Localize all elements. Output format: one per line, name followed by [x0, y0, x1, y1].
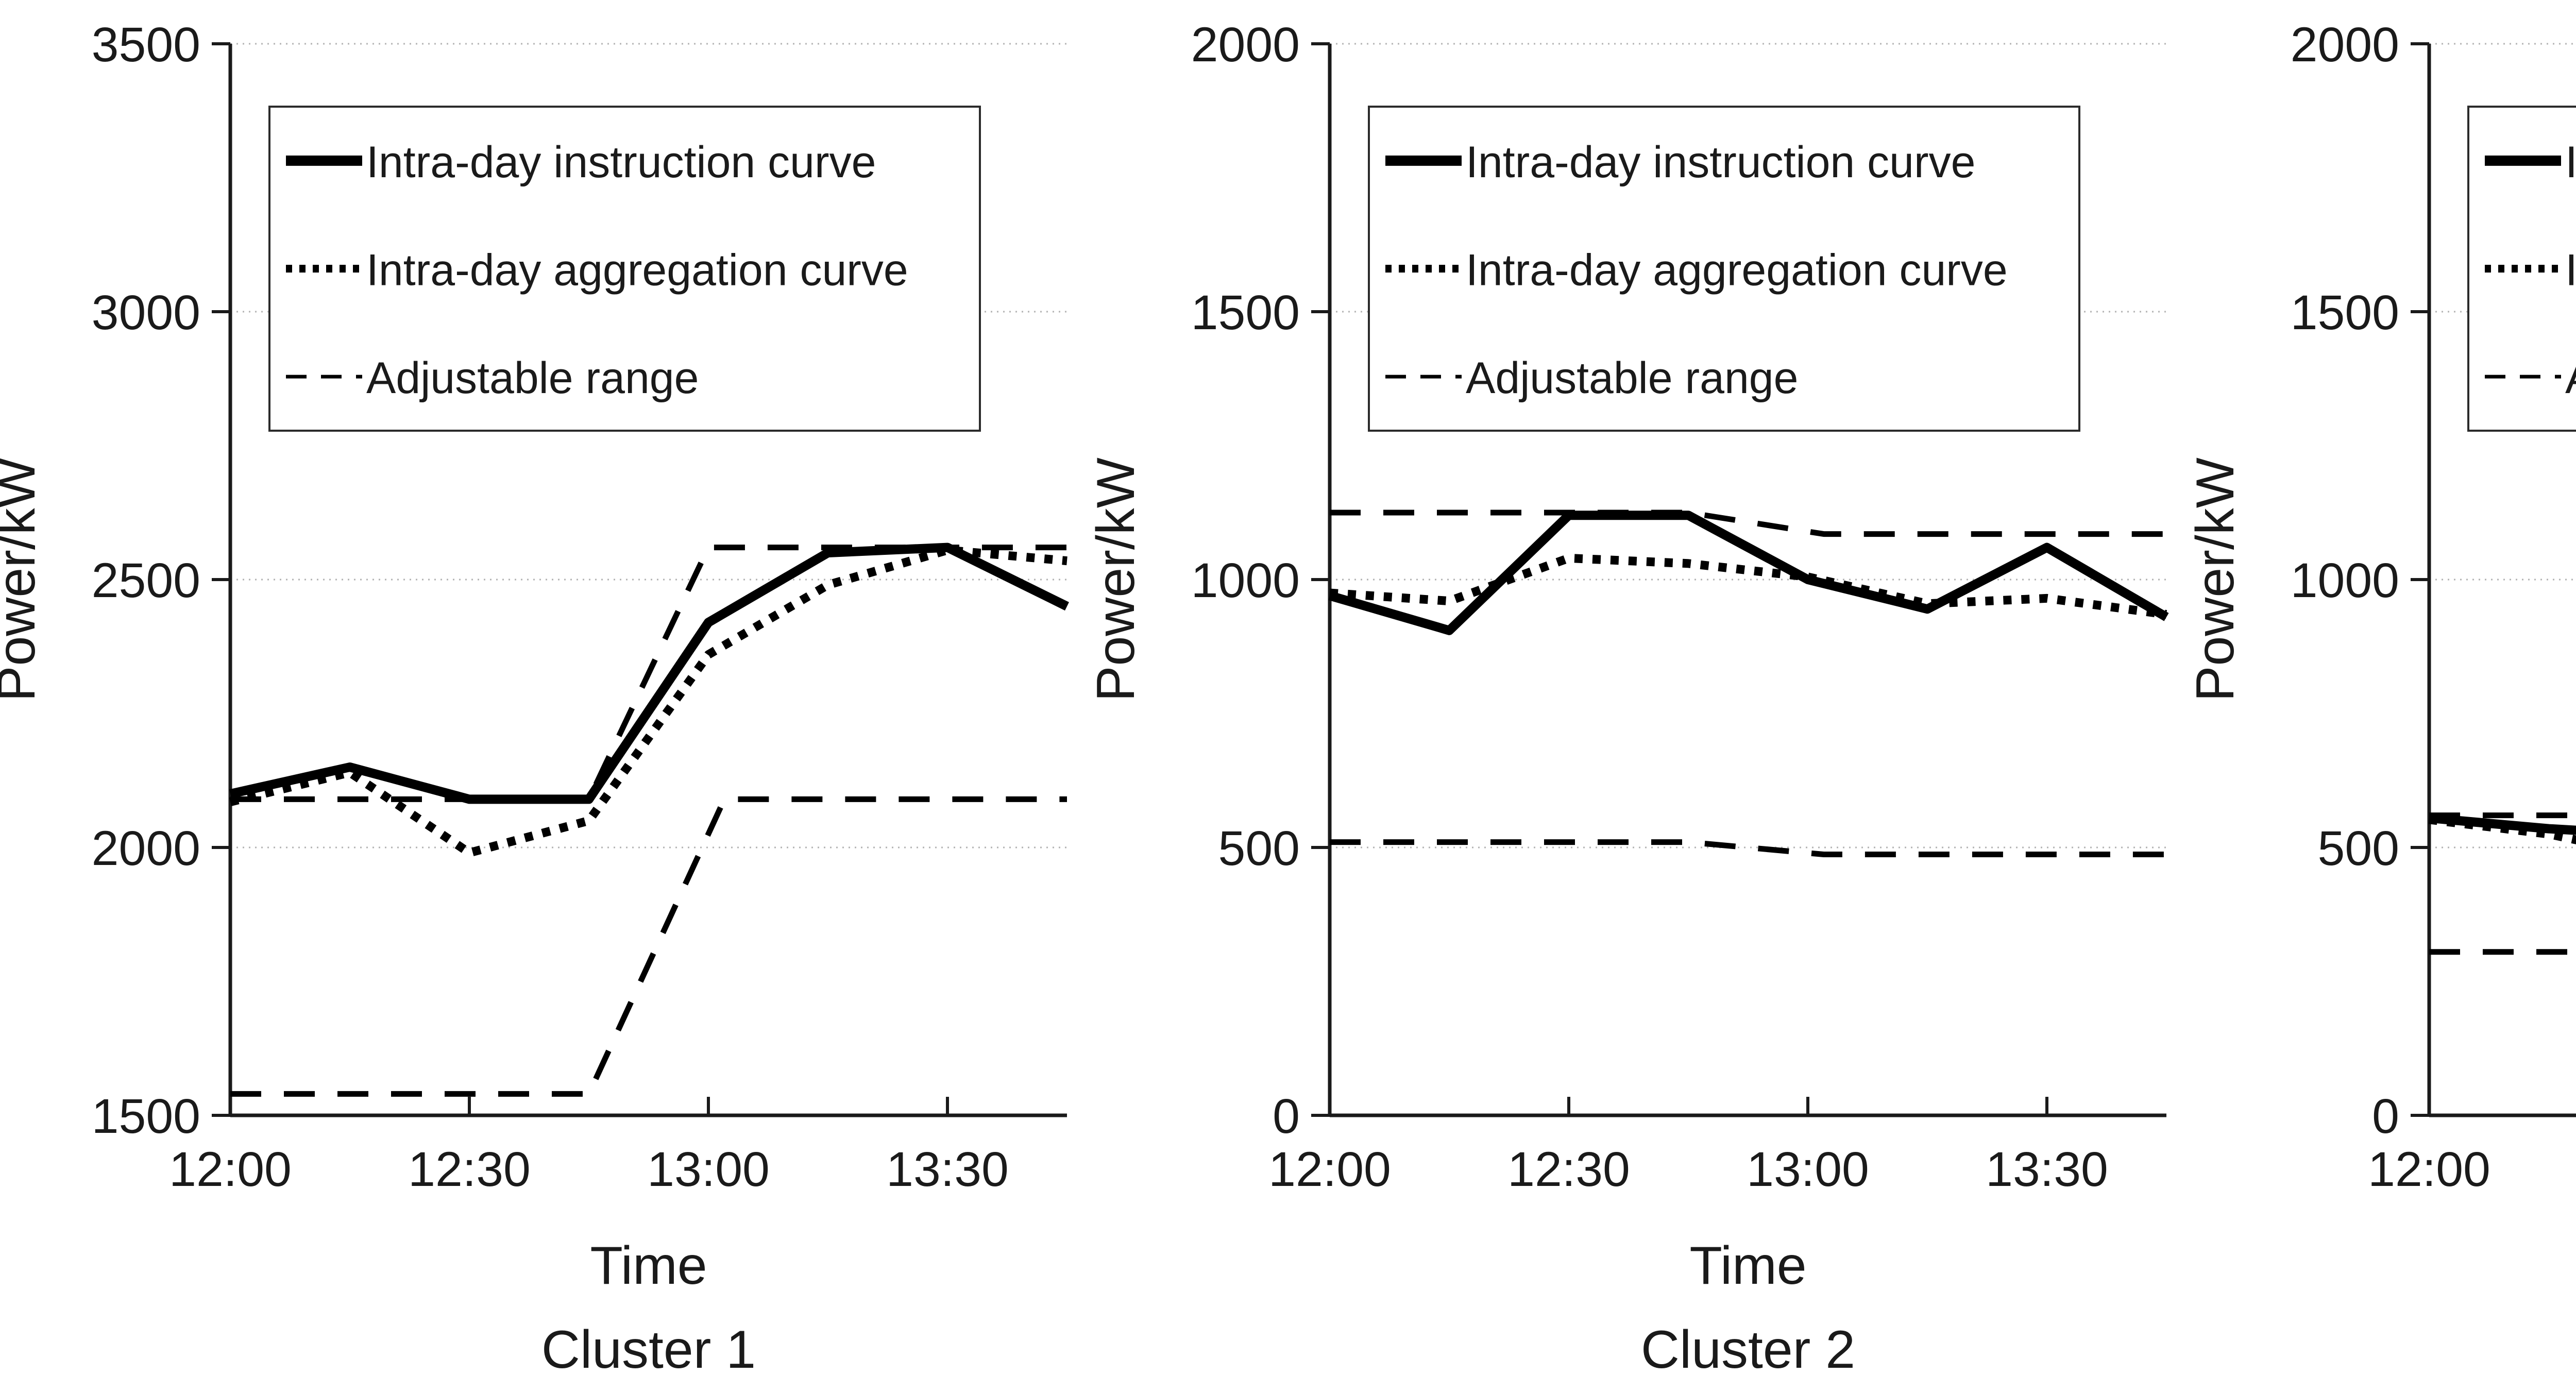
legend-item-label: Intra-day aggregation curve: [2565, 246, 2576, 295]
y-axis-tick-label: 0: [1273, 1089, 1300, 1144]
legend: Intra-day instruction curve Intra-day agg…: [1368, 106, 2080, 432]
y-axis-tick-label: 2000: [2291, 18, 2399, 72]
legend-box: [268, 106, 981, 432]
subplot-cluster-1: 1500 2000 2500 3000 3500 12:00 12:30 13:00 13:30…: [0, 18, 1069, 1375]
x-axis-label: Time: [1689, 1236, 1806, 1296]
legend-item-label: Intra-day instruction curve: [2565, 138, 2576, 187]
series-adjustable-range-lower: [2429, 949, 2576, 955]
legend-item-label: Adjustable range: [366, 353, 699, 403]
legend-item-label: Intra-day aggregation curve: [1466, 246, 2008, 295]
y-axis-tick-label: 1000: [2291, 553, 2399, 608]
subplot-title: Cluster 2: [1641, 1320, 1855, 1375]
legend-item-label: Intra-day instruction curve: [366, 138, 876, 187]
y-axis-tick-label: 500: [1218, 821, 1300, 876]
x-axis-label: Time: [590, 1236, 707, 1296]
y-axis-label: Power/kW: [2185, 457, 2245, 702]
y-axis-tick-label: 3000: [92, 285, 200, 340]
series-adjustable-range-upper: [1330, 510, 2166, 537]
x-axis-tick-label: 12:00: [2368, 1142, 2490, 1197]
legend-item-label: Adjustable range: [1466, 353, 1798, 403]
legend-box: [1368, 106, 2080, 432]
legend-box: [2467, 106, 2576, 432]
y-axis-tick-label: 2500: [92, 553, 200, 608]
x-axis-tick-label: 12:30: [408, 1142, 531, 1197]
y-axis-tick-label: 2000: [1191, 18, 1300, 72]
series-intra-day-aggregation-curve: [229, 546, 1067, 857]
subplot-title: Cluster 1: [541, 1320, 756, 1375]
legend: Intra-day instruction curve Intra-day agg…: [268, 106, 981, 432]
series-intra-day-instruction-curve: [2429, 813, 2576, 835]
y-axis-tick-label: 1500: [2291, 285, 2399, 340]
y-axis-tick-label: 1000: [1191, 553, 1300, 608]
x-axis-tick-label: 13:30: [1986, 1142, 2108, 1197]
x-axis-tick-label: 13:00: [1747, 1142, 1869, 1197]
legend-item-label: Intra-day instruction curve: [1466, 138, 1975, 187]
series-adjustable-range-lower: [230, 796, 1067, 1097]
x-axis-tick-label: 12:00: [169, 1142, 292, 1197]
x-axis-tick-label: 12:30: [1507, 1142, 1630, 1197]
legend: Intra-day instruction curve Intra-day agg…: [2467, 106, 2576, 432]
y-axis-tick-label: 0: [2372, 1089, 2399, 1144]
y-axis-tick-label: 2000: [92, 821, 200, 876]
subplot-cluster-2: 0 500 1000 1500 2000 12:00 12:30 13:00 13:30 Intr…: [1086, 18, 2169, 1375]
legend-item-label: Adjustable range: [2565, 353, 2576, 403]
y-axis-tick-label: 1500: [1191, 285, 1300, 340]
x-axis-tick-label: 12:00: [1268, 1142, 1391, 1197]
subplot-cluster-3: 050010001500200012:0012:3013:0013:30Intr…: [2185, 18, 2576, 1197]
y-axis-tick-label: 1500: [92, 1089, 200, 1144]
legend-item-label: Intra-day aggregation curve: [366, 246, 908, 295]
series-intra-day-instruction-curve: [1328, 511, 2169, 635]
series-adjustable-range-lower: [1330, 839, 2166, 858]
x-axis-tick-label: 13:00: [647, 1142, 770, 1197]
y-axis-label: Power/kW: [0, 457, 46, 702]
y-axis-tick-label: 3500: [92, 18, 200, 72]
series-intra-day-aggregation-curve: [1329, 553, 2167, 619]
y-axis-tick-label: 500: [2317, 821, 2399, 876]
x-axis-tick-label: 13:30: [886, 1142, 1009, 1197]
series-intra-day-instruction-curve: [229, 542, 1069, 804]
series-adjustable-range-upper: [230, 545, 1067, 802]
y-axis-label: Power/kW: [1086, 457, 1146, 702]
